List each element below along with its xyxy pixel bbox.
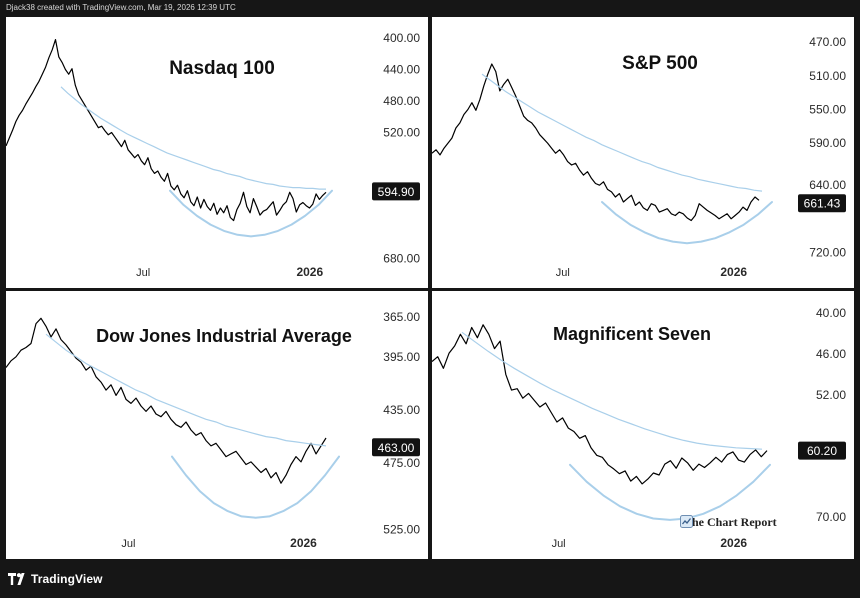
sp500-chart: 470.00 510.00 550.00 590.00 640.00 720.00 Jul 2… — [432, 35, 846, 279]
x-tick-label: 2026 — [720, 265, 747, 279]
x-tick-label: Jul — [552, 538, 566, 550]
rounding-bottom-arc — [171, 455, 340, 519]
x-tick-label: 2026 — [290, 536, 317, 550]
y-tick-label: 480.00 — [383, 94, 420, 108]
chart-title: Dow Jones Industrial Average — [96, 326, 352, 346]
moving-average-line — [60, 86, 326, 190]
last-price-badge — [372, 182, 420, 201]
x-tick-label: Jul — [121, 538, 135, 550]
dow-chart: 365.00 395.00 435.00 475.00 525.00 Jul 2026 Dow… — [6, 310, 420, 550]
price-series-line — [432, 63, 760, 222]
y-tick-label: 470.00 — [809, 35, 846, 49]
y-tick-label: 395.00 — [383, 350, 420, 364]
chart-title: Nasdaq 100 — [169, 58, 275, 79]
chart-report-watermark: The Chart Report — [680, 515, 777, 530]
y-tick-label: 510.00 — [809, 69, 846, 83]
y-tick-label: 720.00 — [809, 246, 846, 260]
chart-panel-mag7: 40.0046.0052.0060.0070.00Jul2026Magnific… — [432, 291, 854, 559]
price-series-line — [6, 317, 327, 484]
rounding-bottom-arc — [169, 189, 333, 238]
last-price-label: 594.90 — [378, 185, 415, 199]
y-tick-label: 525.00 — [383, 523, 420, 537]
mag7-chart: 40.0046.0052.0060.0070.00Jul2026Magnific… — [432, 306, 846, 550]
footer-bar — [0, 562, 860, 598]
y-tick-label: 435.00 — [383, 403, 420, 417]
last-price-badge — [798, 194, 846, 213]
x-tick-label: 2026 — [720, 536, 747, 550]
y-tick-label: 46.00 — [816, 347, 846, 361]
nasdaq-chart: 400.00 440.00 480.00 520.00 680.00 Jul 2026 Nas… — [6, 31, 420, 279]
tradingview-brand: TradingView — [31, 572, 103, 586]
y-tick-label: 365.00 — [383, 310, 420, 324]
y-tick-label: 475.00 — [383, 456, 420, 470]
chart-panel-dow: 365.00 395.00 435.00 475.00 525.00 Jul 2026 Dow… — [6, 291, 428, 559]
chart-panel-nasdaq: 400.00 440.00 480.00 520.00 680.00 Jul 2026 Nas… — [6, 17, 428, 288]
y-tick-label: 680.00 — [383, 251, 420, 265]
last-price-label: 60.20 — [807, 444, 837, 458]
x-tick-label: 2026 — [296, 265, 323, 279]
y-tick-label: 70.00 — [816, 510, 846, 524]
last-price-label: 463.00 — [378, 441, 415, 455]
y-tick-label: 590.00 — [809, 136, 846, 150]
x-tick-label: Jul — [556, 267, 570, 279]
tradingview-logo[interactable]: TradingView — [8, 571, 103, 587]
moving-average-line — [461, 331, 763, 450]
rounding-bottom-arc — [569, 463, 771, 521]
price-series-line — [6, 39, 327, 222]
last-price-badge — [372, 438, 420, 457]
chart-credit: Djack38 created with TradingView.com, Ma… — [6, 3, 236, 12]
y-tick-label: 520.00 — [383, 126, 420, 140]
last-price-badge — [798, 441, 846, 460]
y-tick-label: 550.00 — [809, 103, 846, 117]
watermark-text: The Chart Report — [684, 515, 777, 529]
chart-report-logo-icon — [680, 515, 693, 528]
chart-panel-sp500: 470.00 510.00 550.00 590.00 640.00 720.00 Jul 2… — [432, 17, 854, 288]
price-series-line — [432, 324, 768, 485]
chart-title: Magnificent Seven — [553, 324, 711, 344]
moving-average-line — [481, 73, 763, 192]
y-tick-label: 640.00 — [809, 178, 846, 192]
y-tick-label: 400.00 — [383, 31, 420, 45]
tradingview-logo-icon — [8, 573, 25, 585]
last-price-label: 661.43 — [804, 197, 841, 211]
y-tick-label: 440.00 — [383, 63, 420, 77]
y-tick-label: 40.00 — [816, 306, 846, 320]
chart-title: S&P 500 — [622, 53, 698, 74]
x-tick-label: Jul — [136, 267, 150, 279]
y-tick-label: 52.00 — [816, 388, 846, 402]
rounding-bottom-arc — [601, 201, 773, 245]
moving-average-line — [45, 333, 327, 447]
